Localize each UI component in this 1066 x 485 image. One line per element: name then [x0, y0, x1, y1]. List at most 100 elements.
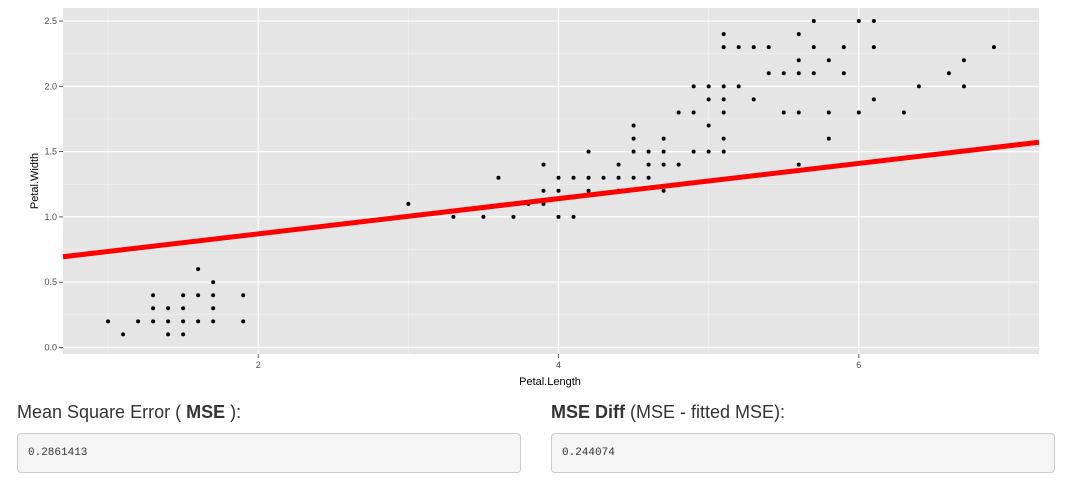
data-point	[661, 188, 666, 193]
data-point	[826, 58, 831, 63]
data-point	[601, 175, 606, 180]
data-point	[151, 293, 156, 298]
x-axis-title: Petal.Length	[519, 376, 581, 388]
y-axis-title: Petal.Width	[29, 153, 41, 209]
data-point	[781, 110, 786, 115]
data-point	[721, 84, 726, 89]
data-point	[841, 71, 846, 76]
data-point	[181, 332, 186, 337]
data-point	[631, 149, 636, 154]
x-tick-label: 2	[256, 360, 261, 370]
data-point	[916, 84, 921, 89]
data-point	[541, 188, 546, 193]
data-point	[616, 162, 621, 167]
data-point	[661, 149, 666, 154]
data-point	[706, 97, 711, 102]
data-point	[871, 45, 876, 50]
data-point	[661, 136, 666, 141]
x-tick-label: 4	[556, 360, 561, 370]
data-point	[991, 45, 996, 50]
data-point	[571, 214, 576, 219]
mse-diff-panel: MSE Diff (MSE - fitted MSE): 0.244074	[551, 400, 1055, 473]
data-point	[766, 45, 771, 50]
data-point	[241, 319, 246, 324]
data-point	[451, 214, 456, 219]
data-point	[796, 32, 801, 37]
y-tick-label: 1.0	[44, 212, 57, 222]
data-point	[676, 162, 681, 167]
data-point	[241, 293, 246, 298]
data-point	[796, 58, 801, 63]
y-tick-label: 1.5	[44, 147, 57, 157]
data-point	[556, 175, 561, 180]
data-point	[961, 84, 966, 89]
data-point	[721, 45, 726, 50]
data-point	[766, 71, 771, 76]
data-point	[646, 175, 651, 180]
data-point	[691, 110, 696, 115]
data-point	[901, 110, 906, 115]
data-point	[841, 45, 846, 50]
data-point	[856, 110, 861, 115]
data-point	[511, 214, 516, 219]
scatter-plot: 2 4 6 0.0 0.5 1.0 1.5 2.0 2.5 Petal.Length Petal…	[29, 8, 1040, 388]
mse-diff-label-rest: (MSE - fitted MSE):	[625, 402, 786, 422]
data-point	[631, 175, 636, 180]
data-point	[556, 214, 561, 219]
y-tick-label: 0.5	[44, 277, 57, 287]
data-point	[826, 110, 831, 115]
data-point	[166, 319, 171, 324]
data-point	[166, 332, 171, 337]
data-point	[751, 45, 756, 50]
data-point	[151, 319, 156, 324]
mse-label-suffix: ):	[225, 402, 242, 422]
data-point	[646, 162, 651, 167]
data-point	[661, 162, 666, 167]
data-point	[121, 332, 126, 337]
data-point	[706, 84, 711, 89]
data-point	[586, 149, 591, 154]
data-point	[946, 71, 951, 76]
y-tick-label: 2.5	[44, 16, 57, 26]
data-point	[721, 32, 726, 37]
data-point	[796, 162, 801, 167]
data-point	[736, 84, 741, 89]
data-point	[556, 188, 561, 193]
data-point	[781, 71, 786, 76]
mse-diff-output: 0.244074	[551, 433, 1055, 473]
plot-panel	[63, 8, 1039, 354]
data-point	[751, 97, 756, 102]
data-point	[871, 97, 876, 102]
data-point	[811, 71, 816, 76]
data-point	[856, 19, 861, 24]
data-point	[211, 319, 216, 324]
data-point	[796, 110, 801, 115]
data-point	[676, 110, 681, 115]
data-point	[826, 136, 831, 141]
y-tick-label: 2.0	[44, 81, 57, 91]
mse-label-prefix: Mean Square Error (	[17, 402, 187, 422]
data-point	[721, 136, 726, 141]
data-point	[196, 319, 201, 324]
mse-panel: Mean Square Error ( MSE ): 0.2861413	[17, 400, 521, 473]
data-point	[181, 293, 186, 298]
data-point	[196, 293, 201, 298]
data-point	[811, 19, 816, 24]
fit-line-layer	[62, 139, 1040, 260]
data-point	[181, 319, 186, 324]
data-point	[181, 306, 186, 311]
data-point	[691, 149, 696, 154]
grid-lines	[63, 8, 1039, 354]
data-point	[721, 97, 726, 102]
mse-label: Mean Square Error ( MSE ):	[17, 400, 521, 424]
data-point	[481, 214, 486, 219]
data-point	[721, 149, 726, 154]
data-point	[961, 58, 966, 63]
mse-diff-label: MSE Diff (MSE - fitted MSE):	[551, 400, 1055, 424]
data-point	[796, 71, 801, 76]
mse-label-bold: MSE	[186, 402, 226, 422]
data-point	[571, 175, 576, 180]
regression-line	[62, 139, 1040, 260]
data-point	[706, 149, 711, 154]
data-point	[811, 45, 816, 50]
